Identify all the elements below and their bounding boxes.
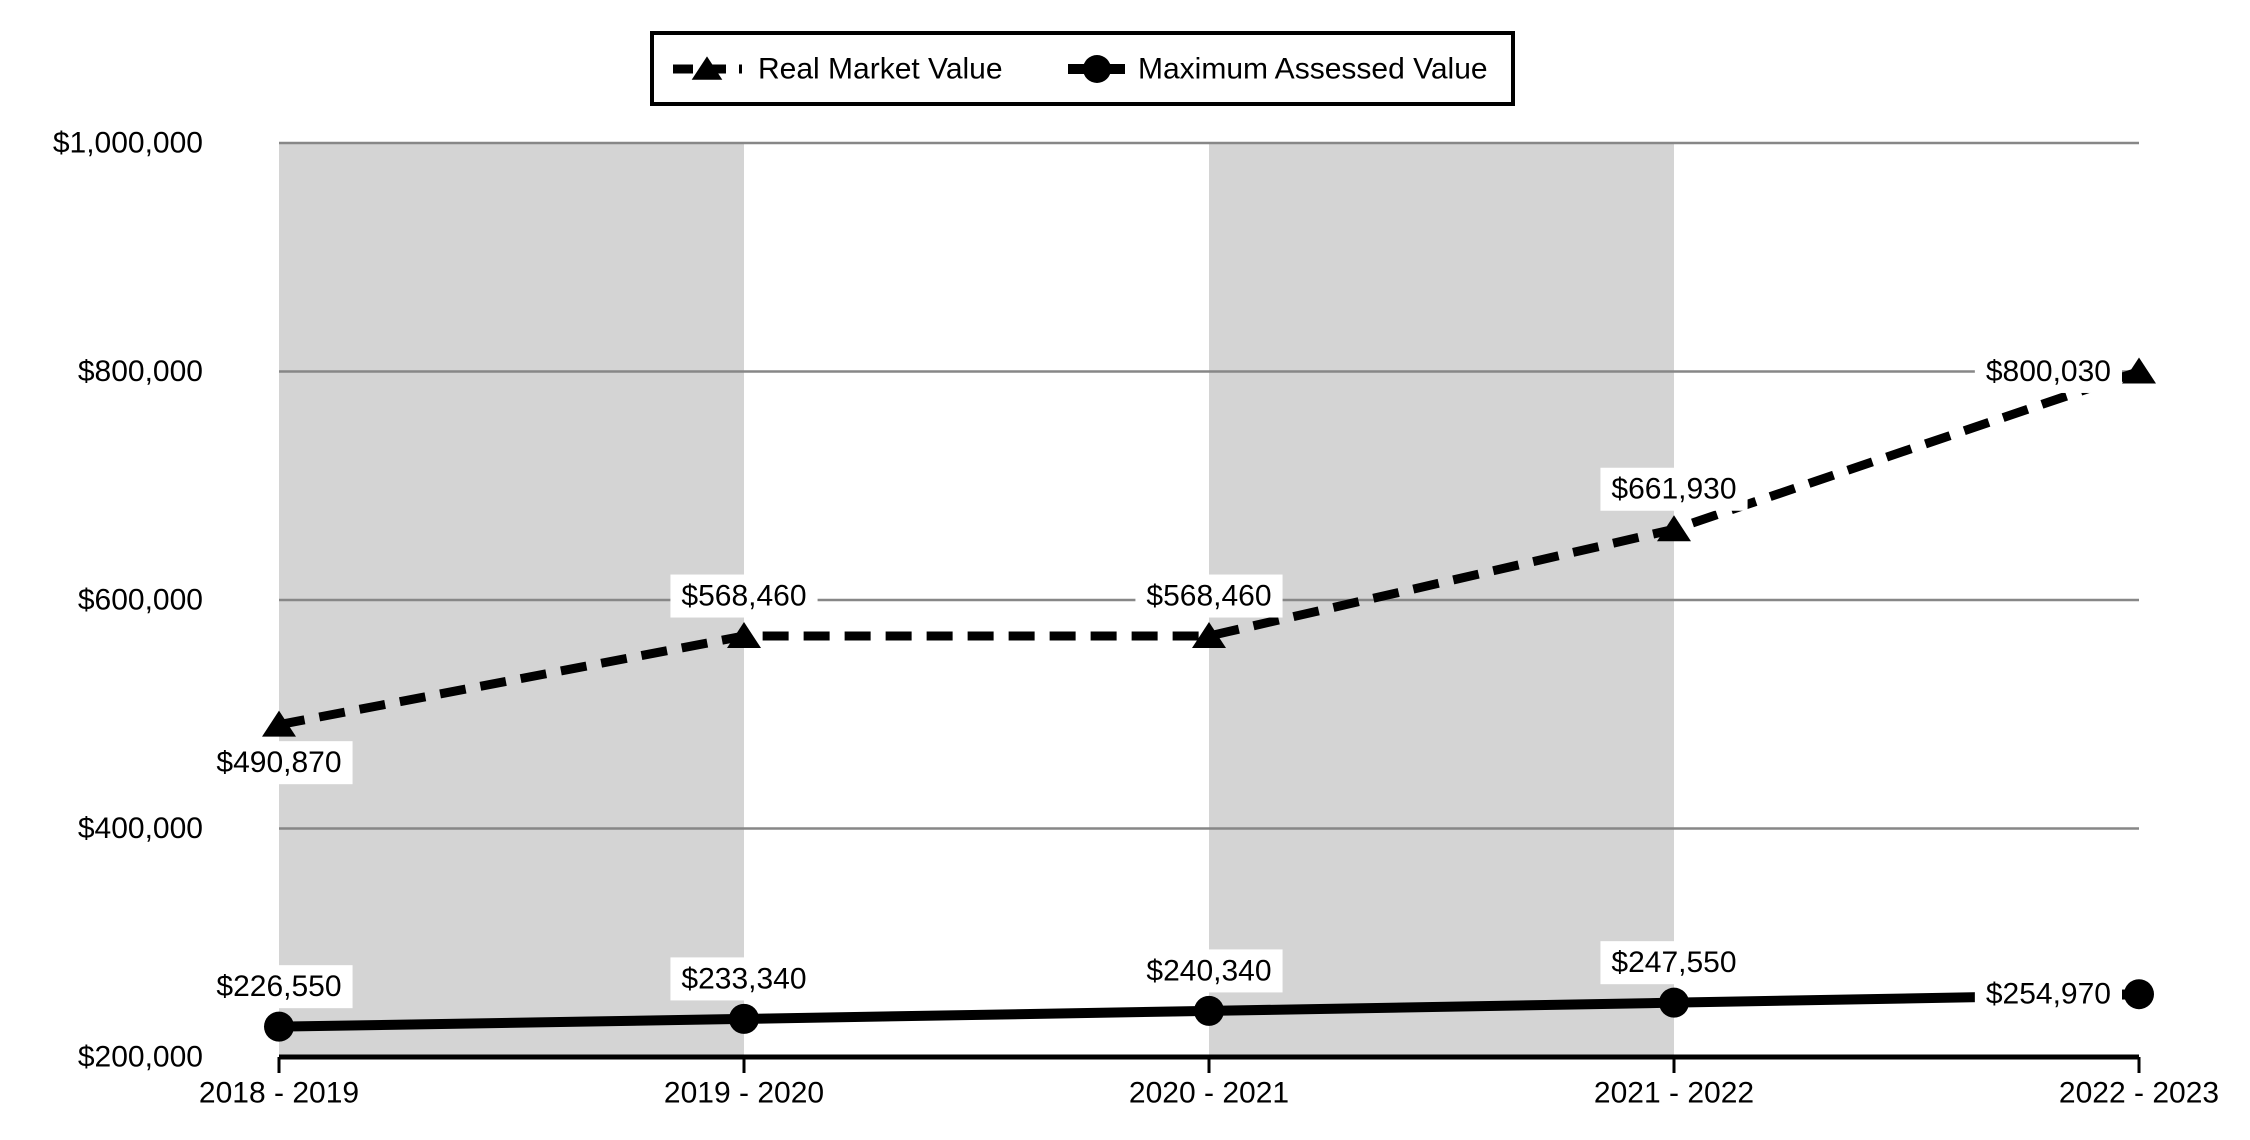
data-label: $568,460 [681, 580, 806, 613]
data-point-circle [264, 1011, 294, 1042]
data-label-bg [205, 965, 353, 1009]
x-axis-tick-label: 2018 - 2019 [199, 1077, 359, 1110]
data-label: $240,340 [1146, 954, 1271, 987]
data-label-bg [1135, 949, 1283, 993]
data-label-bg [670, 574, 818, 618]
data-label-group: $568,460 [670, 574, 818, 618]
data-label: $254,970 [1986, 978, 2111, 1011]
legend-triangle-marker-icon [691, 56, 723, 80]
data-point-triangle [2122, 357, 2156, 384]
legend-label-real-market-value: Real Market Value [758, 53, 1003, 86]
data-label: $661,930 [1611, 473, 1736, 506]
x-axis-tick-label: 2019 - 2020 [664, 1077, 824, 1110]
data-point-triangle [1657, 515, 1691, 542]
data-label-group: $247,550 [1600, 941, 1748, 985]
y-axis-tick-label: $600,000 [78, 584, 203, 617]
data-label-group: $240,340 [1135, 949, 1283, 993]
legend-circle-marker-icon [1083, 55, 1111, 83]
data-label-group: $226,550 [205, 965, 353, 1009]
x-axis-tick-label: 2022 - 2023 [2059, 1077, 2219, 1110]
data-label: $800,030 [1986, 355, 2111, 388]
data-label-group: $254,970 [1974, 972, 2122, 1016]
data-label: $247,550 [1611, 946, 1736, 979]
x-axis-tick-label: 2020 - 2021 [1129, 1077, 1289, 1110]
data-label: $568,460 [1146, 580, 1271, 613]
data-label-bg [1600, 467, 1748, 511]
data-label-bg [205, 741, 353, 785]
data-point-circle [729, 1003, 759, 1034]
y-axis-tick-label: $400,000 [78, 812, 203, 845]
data-point-triangle [727, 622, 761, 649]
data-label: $226,550 [216, 970, 341, 1003]
y-axis-tick-label: $200,000 [78, 1041, 203, 1074]
data-label-bg [1974, 972, 2122, 1016]
legend: Real Market Value Maximum Assessed Value [650, 31, 1515, 106]
data-label: $233,340 [681, 962, 806, 995]
y-axis-tick-label: $800,000 [78, 355, 203, 388]
data-point-triangle [1192, 622, 1226, 649]
series-line-real-market-value [278, 367, 2141, 730]
data-label: $490,870 [216, 746, 341, 779]
x-axis-tick-label: 2021 - 2022 [1594, 1077, 1754, 1110]
data-label-group: $661,930 [1600, 467, 1748, 511]
data-label-group: $800,030 [1974, 349, 2122, 393]
data-point-triangle [262, 710, 296, 737]
data-point-circle [1659, 987, 1689, 1018]
legend-label-maximum-assessed-value: Maximum Assessed Value [1138, 53, 1488, 86]
data-point-circle [2124, 979, 2154, 1010]
data-label-bg [670, 957, 818, 1001]
data-label-bg [1135, 574, 1283, 618]
data-label-group: $568,460 [1135, 574, 1283, 618]
data-label-group: $490,870 [205, 741, 353, 785]
y-axis-tick-label: $1,000,000 [53, 127, 203, 160]
data-point-circle [1194, 995, 1224, 1026]
data-label-bg [1974, 349, 2122, 393]
data-label-bg [1600, 941, 1748, 985]
data-label-group: $233,340 [670, 957, 818, 1001]
